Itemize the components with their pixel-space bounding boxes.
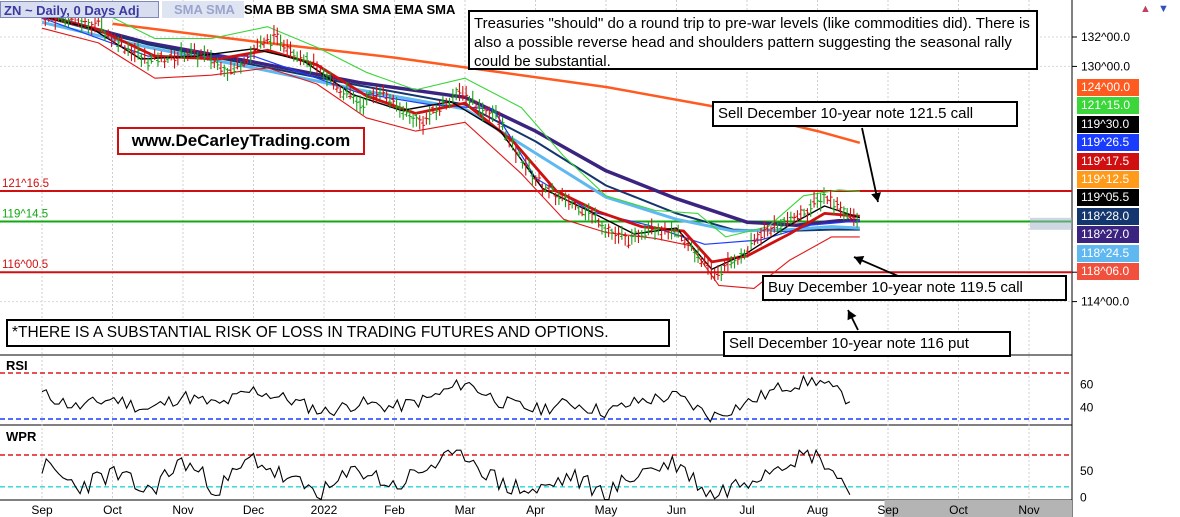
rsi-tick-label: 60 (1080, 378, 1094, 392)
month-label: Sep (877, 503, 899, 517)
rsi-panel-label: RSI (6, 358, 28, 373)
symbol-label[interactable]: ZN ~ Daily, 0 Days Adj (0, 1, 159, 18)
price-tick-label: 132^00.0 (1081, 30, 1130, 44)
scroll-down-icon[interactable]: ▼ (1158, 3, 1169, 15)
price-badge: 121^15.0 (1077, 97, 1139, 115)
series-line (41, 15, 861, 270)
risk-disclaimer-text: *THERE IS A SUBSTANTIAL RISK OF LOSS IN … (12, 324, 609, 341)
rsi-line (41, 374, 851, 423)
month-label: Jun (667, 503, 686, 517)
price-tick-label: 130^00.0 (1081, 59, 1130, 73)
month-label: Oct (949, 503, 968, 517)
price-badge: 119^30.0 (1077, 115, 1139, 133)
month-label: Mar (455, 503, 476, 517)
faded-indicator-label[interactable]: SMA SMA (162, 1, 244, 18)
month-label: 2022 (311, 503, 338, 517)
sell-put-box: Sell December 10-year note 116 put (723, 331, 1011, 357)
price-badge: 119^05.5 (1077, 189, 1139, 207)
wpr-line (41, 448, 851, 501)
level-label: 119^14.5 (2, 208, 48, 220)
sell-call-box: Sell December 10-year note 121.5 call (712, 101, 1018, 127)
future-axis-shade (884, 500, 1072, 517)
month-label: Apr (526, 503, 545, 517)
price-badge: 119^17.5 (1077, 152, 1139, 170)
volume-profile (1030, 217, 1072, 230)
sell-put-text: Sell December 10-year note 116 put (729, 335, 969, 352)
month-label: Dec (243, 503, 264, 517)
price-badge: 118^06.0 (1077, 263, 1139, 280)
series-line (41, 15, 860, 264)
level-label: 116^00.5 (2, 259, 48, 271)
wpr-tick-label: 50 (1080, 464, 1094, 478)
wpr-tick-label: 0 (1080, 490, 1087, 504)
commentary-box: Treasuries "should" do a round trip to p… (468, 10, 1038, 70)
wpr-panel-label: WPR (6, 429, 37, 444)
website-text: www.DeCarleyTrading.com (131, 131, 351, 150)
sell-call-arrow (861, 127, 879, 203)
sell-put-arrow-head (847, 310, 857, 321)
price-badge: 118^27.0 (1077, 226, 1139, 244)
price-badge: 124^00.0 (1077, 79, 1139, 96)
price-badge: 119^26.5 (1077, 134, 1139, 152)
month-label: Feb (384, 503, 405, 517)
month-label: Jul (739, 503, 754, 517)
buy-call-arrow-head (854, 255, 865, 266)
month-label: Nov (172, 503, 193, 517)
month-label: Sep (31, 503, 53, 517)
price-badge: 118^24.5 (1077, 244, 1139, 262)
scroll-up-icon[interactable]: ▲ (1140, 3, 1151, 15)
sell-call-arrow-head (871, 192, 881, 202)
buy-call-box: Buy December 10-year note 119.5 call (762, 275, 1067, 301)
month-label: Aug (807, 503, 828, 517)
price-badge: 119^12.5 (1077, 171, 1139, 188)
sell-call-text: Sell December 10-year note 121.5 call (718, 105, 974, 122)
level-label: 121^16.5 (2, 178, 49, 190)
month-label: Nov (1018, 503, 1039, 517)
indicator-list-label[interactable]: SMA BB SMA SMA SMA EMA SMA (244, 2, 456, 17)
rsi-tick-label: 40 (1080, 401, 1094, 415)
series-line (41, 27, 860, 289)
commentary-text: Treasuries "should" do a round trip to p… (474, 15, 1030, 70)
month-label: May (595, 503, 618, 517)
buy-call-text: Buy December 10-year note 119.5 call (768, 279, 1023, 296)
price-badge: 118^28.0 (1077, 207, 1139, 225)
website-box: www.DeCarleyTrading.com (117, 127, 365, 155)
risk-disclaimer-box: *THERE IS A SUBSTANTIAL RISK OF LOSS IN … (6, 319, 670, 347)
price-tick-label: 114^00.0 (1081, 295, 1129, 309)
month-label: Oct (103, 503, 122, 517)
